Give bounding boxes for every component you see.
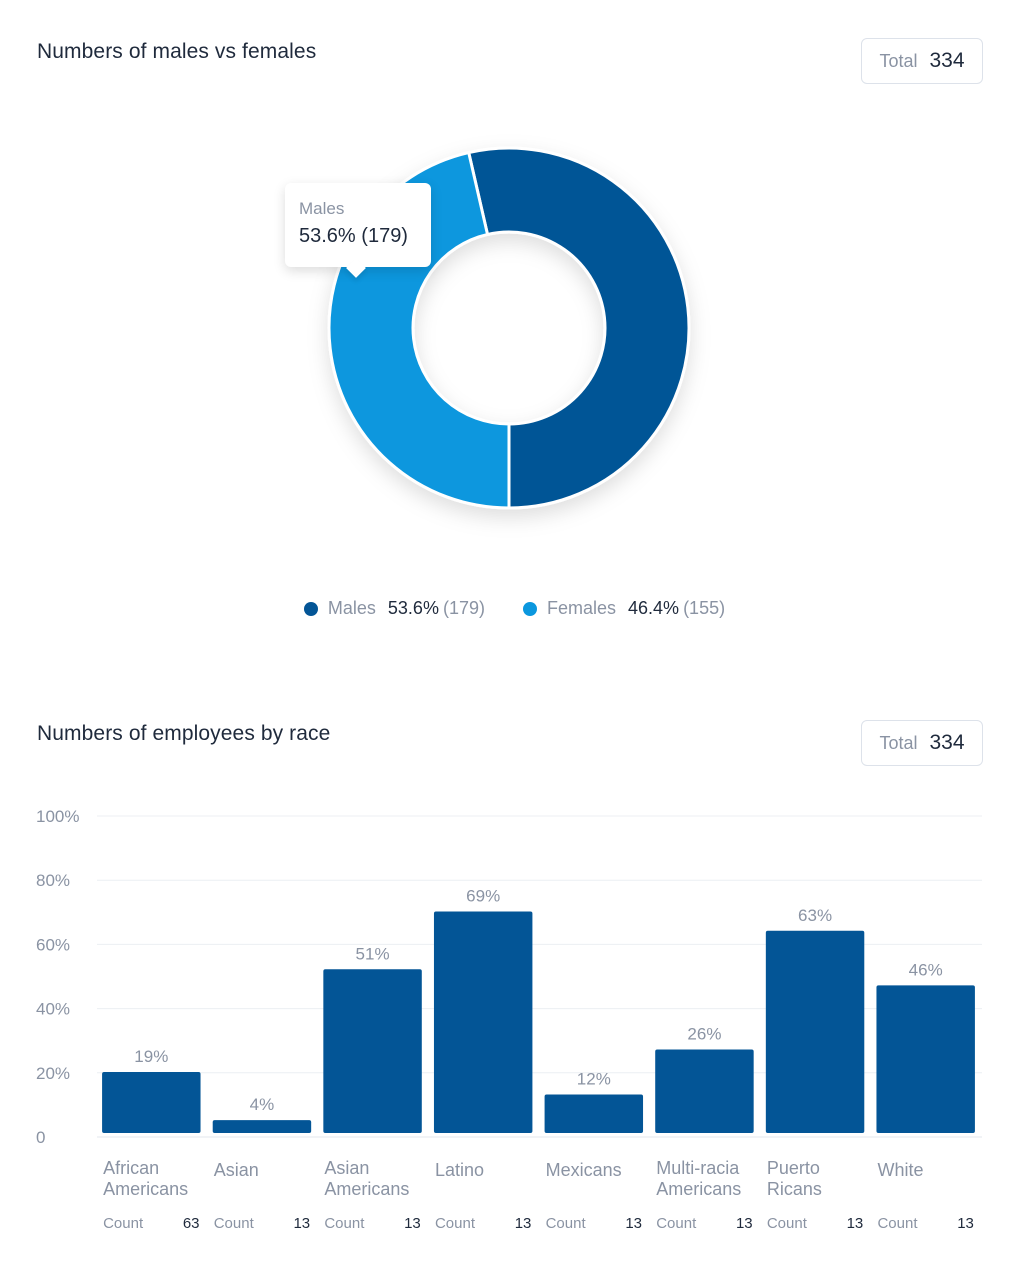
y-tick-label: 20% [36, 1064, 70, 1083]
count-value: 13 [957, 1215, 974, 1232]
x-axis-label: Latino [434, 1160, 484, 1180]
count-value: 13 [735, 1215, 753, 1232]
count-label: Count [656, 1215, 697, 1232]
count-row: Count 13 [877, 1215, 973, 1232]
legend-pct: 53.6% [387, 598, 439, 618]
chart-tooltip: Males 53.6% (179) [285, 183, 431, 267]
bar-value-label: 26% [687, 1025, 721, 1044]
legend-label: Females [546, 598, 617, 618]
gender-total-box: Total 334 [861, 38, 983, 84]
legend-count: (179) [442, 598, 485, 618]
bar-asian-americans[interactable] [323, 969, 422, 1133]
count-label: Count [213, 1215, 254, 1232]
x-axis-label: Mexicans [545, 1160, 622, 1180]
legend-item-females[interactable]: Females 46.4% (155) [522, 598, 726, 619]
tooltip-pct: 53.6% [299, 225, 356, 247]
bar-asian[interactable] [212, 1120, 312, 1133]
count-label: Count [545, 1215, 586, 1232]
count-row: Count 13 [767, 1215, 863, 1232]
x-axis-label: Asian Americans [324, 1158, 410, 1199]
count-value: 13 [625, 1215, 643, 1232]
count-label: Count [877, 1215, 918, 1232]
count-value: 13 [514, 1215, 532, 1232]
tooltip-count: (179) [361, 225, 408, 247]
total-label: Total [879, 732, 918, 753]
bar-puerto-ricans[interactable] [765, 930, 865, 1133]
bar-latino[interactable] [433, 911, 533, 1133]
count-row: Count 13 [546, 1215, 642, 1232]
bar-value-label: 19% [134, 1047, 168, 1066]
count-value: 13 [404, 1215, 421, 1232]
bar-white[interactable] [876, 985, 975, 1133]
count-row: Count 13 [435, 1215, 531, 1232]
gender-chart-title: Numbers of males vs females [37, 40, 317, 63]
count-value: 13 [846, 1215, 864, 1232]
count-label: Count [766, 1215, 807, 1232]
x-axis-label: Multi-racia Americans [656, 1158, 742, 1199]
count-label: Count [103, 1215, 144, 1232]
count-value: 63 [182, 1215, 200, 1232]
y-tick-label: 40% [36, 1000, 70, 1019]
x-axis-label: Asian [213, 1160, 259, 1180]
legend-pct: 46.4% [628, 598, 680, 618]
count-row: Count 63 [103, 1215, 199, 1232]
x-axis-label: White [877, 1160, 924, 1180]
bar-value-label: 63% [798, 906, 832, 925]
count-label: Count [434, 1215, 475, 1232]
race-chart-title: Numbers of employees by race [37, 722, 331, 745]
total-label: Total [879, 50, 918, 71]
x-axis-label: African Americans [103, 1158, 189, 1199]
donut-chart [327, 146, 691, 510]
race-total-box: Total 334 [861, 720, 983, 766]
bar-multi-racia-americans[interactable] [655, 1049, 754, 1133]
bar-african-americans[interactable] [102, 1072, 201, 1133]
tooltip-label: Males [299, 199, 345, 218]
donut-legend: Males 53.6% (179) Females 46.4% (155) [0, 598, 1029, 619]
count-row: Count 13 [324, 1215, 420, 1232]
y-tick-label: 60% [36, 935, 70, 954]
count-label: Count [324, 1215, 365, 1232]
bar-value-label: 69% [466, 887, 500, 906]
legend-dot-females [522, 601, 537, 616]
y-tick-label: 100% [36, 807, 79, 826]
donut-slice-males[interactable] [466, 146, 691, 510]
count-row: Count 13 [656, 1215, 752, 1232]
bar-mexicans[interactable] [544, 1094, 644, 1133]
total-value: 334 [929, 49, 965, 72]
tooltip-value: 53.6% (179) [299, 225, 431, 248]
legend-count: (155) [683, 598, 726, 618]
bar-value-label: 46% [909, 960, 943, 979]
legend-label: Males [327, 598, 376, 618]
count-value: 13 [293, 1215, 311, 1232]
bar-value-label: 51% [356, 944, 390, 963]
y-tick-label: 0 [36, 1128, 45, 1147]
count-row: Count 13 [214, 1215, 310, 1232]
legend-item-males[interactable]: Males 53.6% (179) [303, 598, 485, 619]
y-tick-label: 80% [36, 871, 70, 890]
x-axis-label: Puerto Ricans [766, 1158, 822, 1199]
total-value: 334 [929, 731, 965, 754]
legend-dot-males [303, 601, 318, 616]
bar-value-label: 12% [577, 1069, 611, 1088]
bar-value-label: 4% [250, 1095, 275, 1114]
